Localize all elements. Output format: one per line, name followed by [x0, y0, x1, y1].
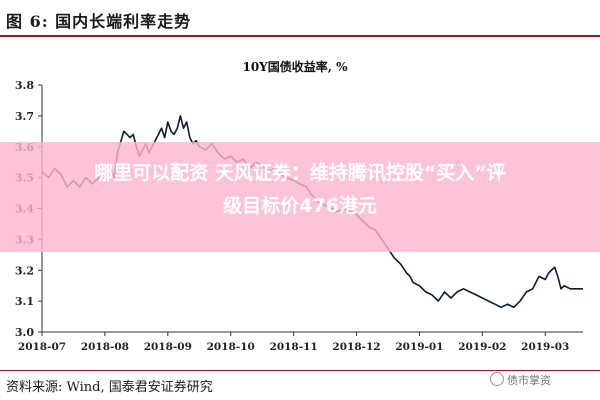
x-tick-label: 2018-07 [18, 341, 66, 353]
x-tick-label: 2019-02 [458, 341, 506, 353]
x-tick-label: 2018-12 [332, 341, 380, 353]
watermark-text: 债市掌资 [507, 374, 551, 387]
source-rule [0, 370, 600, 371]
y-tick-label: 3.7 [15, 110, 34, 123]
y-tick-label: 3.1 [15, 295, 34, 308]
y-tick-label: 3.8 [15, 79, 34, 92]
promo-banner[interactable] [0, 142, 600, 252]
source-note: 资料来源: Wind, 国泰君安证券研究 [6, 380, 213, 395]
promo-text-line-1[interactable]: 哪里可以配资 天风证券：维持腾讯控股“买入”评 [94, 162, 506, 184]
figure-title: 图 6: 国内长端利率走势 [6, 12, 192, 31]
promo-text[interactable]: 哪里可以配资 天风证券：维持腾讯控股“买入”评 级目标价476港元 [0, 157, 600, 223]
watermark: 债市掌资 [490, 372, 551, 388]
promo-text-line-2[interactable]: 级目标价476港元 [223, 195, 377, 217]
x-tick-label: 2018-08 [81, 341, 129, 353]
x-tick-label: 2019-03 [521, 341, 569, 353]
x-tick-label: 2018-10 [207, 341, 255, 353]
y-tick-label: 3.0 [15, 326, 34, 339]
x-tick-label: 2018-09 [144, 341, 192, 353]
watermark-logo-icon [490, 372, 504, 386]
x-tick-label: 2018-11 [270, 341, 318, 353]
x-tick-group: 2018-07 2018-08 2018-09 2018-10 2018-11 2018-… [18, 332, 569, 353]
y-tick-label: 3.2 [15, 264, 34, 277]
chart-title: 10Y国债收益率, % [242, 59, 348, 74]
title-rule [0, 35, 600, 37]
x-tick-label: 2019-01 [395, 341, 443, 353]
